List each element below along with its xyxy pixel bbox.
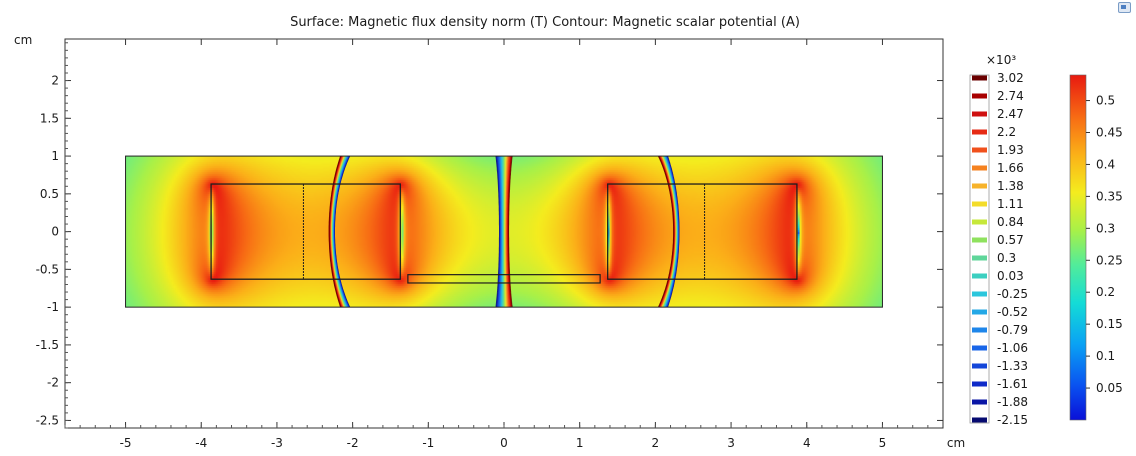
contour-legend-label: 1.93 — [997, 143, 1024, 157]
contour-legend-swatch — [972, 165, 987, 171]
colorbar-tick-label: 0.3 — [1096, 221, 1115, 235]
colorbar-tick-label: 0.45 — [1096, 126, 1123, 140]
x-tick-label: -3 — [271, 436, 283, 450]
contour-legend-box — [969, 74, 990, 424]
colorbar-tick-label: 0.05 — [1096, 381, 1123, 395]
y-tick-label: -0.5 — [36, 262, 59, 276]
contour-legend-swatch — [972, 129, 987, 135]
x-tick-label: -4 — [195, 436, 207, 450]
contour-legend-swatch — [972, 255, 987, 261]
domain-outline — [125, 155, 883, 308]
contour-legend-swatch — [972, 291, 987, 297]
x-tick-label: 5 — [879, 436, 887, 450]
colorbar-tick-label: 0.2 — [1096, 285, 1115, 299]
magnet-outline — [210, 183, 401, 280]
contour-legend-swatch — [972, 147, 987, 153]
contour-legend-label: 1.38 — [997, 179, 1024, 193]
colorbar-tick-label: 0.15 — [1096, 317, 1123, 331]
y-tick-label: 1 — [51, 149, 59, 163]
y-unit-label: cm — [14, 33, 32, 47]
y-tick-label: -1.5 — [36, 338, 59, 352]
x-tick-label: 4 — [803, 436, 811, 450]
contour-legend-swatch — [972, 309, 987, 315]
contour-legend-swatch — [972, 417, 987, 423]
x-tick-label: 3 — [727, 436, 735, 450]
contour-legend-swatch — [972, 75, 987, 81]
x-tick-label: -2 — [347, 436, 359, 450]
x-unit-label: cm — [947, 436, 965, 450]
contour-legend-multiplier: ×10³ — [986, 53, 1016, 67]
contour-legend-label: -1.33 — [997, 359, 1028, 373]
contour-legend-swatch — [972, 345, 987, 351]
contour-legend-swatch — [972, 93, 987, 99]
chart-title: Surface: Magnetic flux density norm (T) … — [290, 15, 800, 30]
contour-legend-label: -1.06 — [997, 341, 1028, 355]
flux-plate-outline — [407, 274, 601, 284]
y-tick-label: 1.5 — [40, 111, 59, 125]
contour-legend-label: 2.74 — [997, 89, 1024, 103]
contour-legend-label: 0.57 — [997, 233, 1024, 247]
y-tick-label: -1 — [47, 300, 59, 314]
contour-legend-label: -0.52 — [997, 305, 1028, 319]
x-tick-label: 1 — [576, 436, 584, 450]
potential-contour-line — [328, 156, 675, 308]
y-tick-label: -2 — [47, 376, 59, 390]
magnet-outline — [607, 183, 798, 280]
contour-legend-label: -1.61 — [997, 377, 1028, 391]
contour-legend-swatch — [972, 273, 987, 279]
contour-legend-label: -0.79 — [997, 323, 1028, 337]
contour-legend-label: 0.84 — [997, 215, 1024, 229]
contour-legend-swatch — [972, 381, 987, 387]
contour-legend-label: 2.2 — [997, 125, 1016, 139]
contour-legend-swatch — [972, 183, 987, 189]
surface-colorbar — [1069, 74, 1087, 421]
x-tick-label: 2 — [652, 436, 660, 450]
colorbar-tick-label: 0.25 — [1096, 253, 1123, 267]
y-tick-label: 0 — [51, 225, 59, 239]
contour-legend-label: 0.03 — [997, 269, 1024, 283]
contour-legend-label: -2.15 — [997, 413, 1028, 427]
contour-legend-label: 3.02 — [997, 71, 1024, 85]
contour-legend-swatch — [972, 363, 987, 369]
colorbar-tick-label: 0.35 — [1096, 189, 1123, 203]
contour-legend-swatch — [972, 219, 987, 225]
x-tick-label: 0 — [500, 436, 508, 450]
contour-legend-swatch — [972, 201, 987, 207]
y-tick-label: 2 — [51, 74, 59, 88]
x-tick-label: -5 — [120, 436, 132, 450]
colorbar-tick-label: 0.5 — [1096, 94, 1115, 108]
y-tick-label: -2.5 — [36, 413, 59, 427]
contour-legend-swatch — [972, 399, 987, 405]
y-tick-label: 0.5 — [40, 187, 59, 201]
contour-legend-swatch — [972, 237, 987, 243]
contour-legend-label: 2.47 — [997, 107, 1024, 121]
contour-legend-swatch — [972, 111, 987, 117]
window-icon[interactable] — [1118, 2, 1131, 13]
contour-legend-label: 1.66 — [997, 161, 1024, 175]
contour-legend-label: 1.11 — [997, 197, 1024, 211]
contour-legend-label: -0.25 — [997, 287, 1028, 301]
contour-legend-label: 0.3 — [997, 251, 1016, 265]
contour-legend-swatch — [972, 327, 987, 333]
colorbar-tick-label: 0.4 — [1096, 157, 1115, 171]
colorbar-tick-label: 0.1 — [1096, 349, 1115, 363]
x-tick-label: -1 — [422, 436, 434, 450]
contour-legend-label: -1.88 — [997, 395, 1028, 409]
